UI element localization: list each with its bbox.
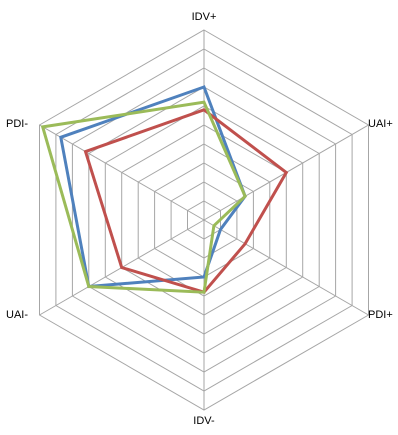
axis-label-idv-minus: IDV- (193, 415, 215, 427)
axis-label-uai-minus: UAI- (6, 309, 28, 321)
axis-label-idv-plus: IDV+ (192, 11, 217, 23)
axis-labels: IDV+ UAI+ PDI+ IDV- UAI- PDI- (6, 11, 393, 427)
radar-spokes (39, 30, 369, 410)
spoke-2 (203, 219, 369, 316)
axis-label-uai-plus: UAI+ (368, 118, 393, 130)
radar-series-group (40, 85, 289, 294)
series-line-2 (83, 108, 289, 294)
axis-label-pdi-plus: PDI+ (368, 309, 393, 321)
series-line-3 (40, 100, 247, 294)
axis-label-pdi-minus: PDI- (6, 118, 28, 130)
spoke-5 (39, 124, 205, 221)
